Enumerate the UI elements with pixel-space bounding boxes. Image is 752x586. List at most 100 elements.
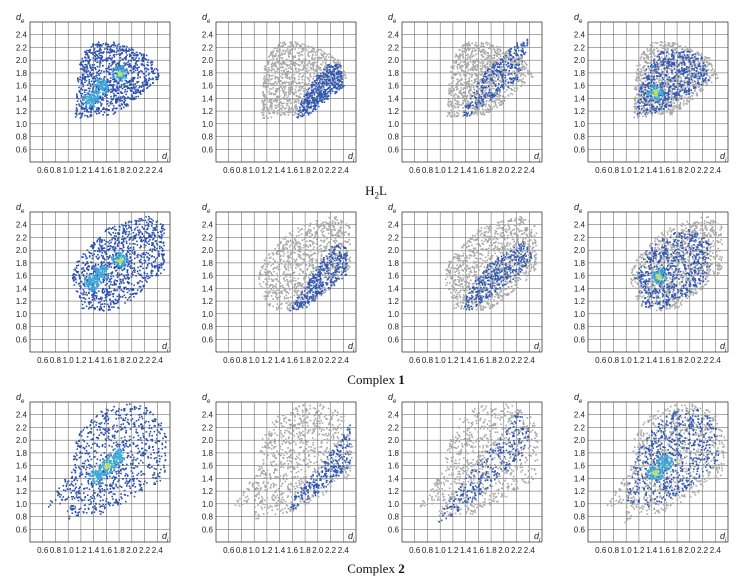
y-tick-label: 1.6 — [202, 82, 214, 91]
x-tick-label: 1.0 — [63, 546, 75, 555]
x-tick-label: 1.4 — [274, 546, 286, 555]
y-tick-label: 2.2 — [388, 43, 400, 52]
y-tick-label: 1.8 — [202, 449, 214, 458]
x-tick-label: 2.0 — [126, 546, 138, 555]
x-tick-label: 2.4 — [338, 356, 350, 365]
x-tick-label: 1.2 — [447, 166, 459, 175]
x-tick-label: 1.6 — [659, 546, 671, 555]
x-tick-label: 1.8 — [672, 356, 684, 365]
x-tick-label: 1.8 — [300, 356, 312, 365]
x-tick-label: 1.0 — [621, 356, 633, 365]
y-tick-label: 1.6 — [574, 462, 586, 471]
y-tick-label: 2.2 — [16, 43, 28, 52]
x-tick-label: 1.6 — [287, 356, 299, 365]
y-tick-label: 1.0 — [388, 500, 400, 509]
y-tick-label: 2.2 — [202, 43, 214, 52]
x-tick-label: 1.0 — [435, 546, 447, 555]
y-axis-subscript: e — [207, 19, 211, 25]
x-tick-label: 2.0 — [312, 356, 324, 365]
x-tick-label: 1.4 — [460, 356, 472, 365]
y-tick-label: 0.8 — [202, 133, 214, 142]
y-tick-label: 1.6 — [574, 272, 586, 281]
y-tick-label: 0.8 — [16, 513, 28, 522]
x-tick-label: 0.6 — [223, 546, 235, 555]
x-tick-label: 1.4 — [646, 356, 658, 365]
y-tick-label: 0.6 — [202, 335, 214, 344]
y-axis-subscript: e — [207, 399, 211, 405]
x-tick-label: 1.2 — [447, 546, 459, 555]
x-tick-label: 0.8 — [422, 356, 434, 365]
x-tick-label: 1.6 — [287, 166, 299, 175]
row-caption-complex-2: Complex 2 — [0, 561, 752, 577]
surface-points — [420, 404, 539, 523]
x-tick-label: 2.0 — [498, 166, 510, 175]
x-tick-label: 1.4 — [460, 166, 472, 175]
x-tick-label: 1.4 — [460, 546, 472, 555]
x-tick-label: 1.6 — [101, 166, 113, 175]
y-tick-label: 0.6 — [16, 335, 28, 344]
x-tick-label: 0.8 — [236, 546, 248, 555]
y-tick-label: 2.0 — [388, 56, 400, 65]
x-tick-label: 2.0 — [126, 166, 138, 175]
y-tick-label: 1.8 — [574, 449, 586, 458]
y-tick-label: 1.0 — [202, 500, 214, 509]
caption-text: Complex — [347, 561, 398, 576]
x-tick-label: 1.2 — [75, 546, 87, 555]
x-tick-label: 0.8 — [236, 166, 248, 175]
y-axis-subscript: e — [579, 399, 583, 405]
y-tick-label: 1.8 — [16, 449, 28, 458]
y-axis-subscript: e — [393, 209, 397, 215]
x-tick-label: 1.2 — [633, 166, 645, 175]
y-tick-label: 1.0 — [16, 310, 28, 319]
y-tick-label: 1.4 — [388, 474, 400, 483]
y-tick-label: 0.8 — [574, 133, 586, 142]
y-axis-subscript: e — [579, 209, 583, 215]
x-tick-label: 1.0 — [63, 166, 75, 175]
y-tick-label: 2.2 — [202, 233, 214, 242]
x-tick-label: 0.6 — [409, 546, 421, 555]
y-tick-label: 1.2 — [16, 487, 28, 496]
y-tick-label: 1.8 — [16, 259, 28, 268]
x-tick-label: 1.4 — [88, 546, 100, 555]
x-tick-label: 2.4 — [152, 356, 164, 365]
x-tick-label: 1.6 — [473, 166, 485, 175]
surface-points — [607, 404, 726, 524]
x-tick-label: 1.8 — [114, 166, 126, 175]
x-tick-label: 2.4 — [524, 356, 536, 365]
y-tick-label: 0.8 — [388, 513, 400, 522]
x-tick-label: 2.4 — [152, 546, 164, 555]
y-tick-label: 0.8 — [202, 323, 214, 332]
y-axis-subscript: e — [21, 19, 25, 25]
grid-lines — [402, 212, 542, 352]
x-axis-subscript: i — [167, 538, 169, 544]
x-tick-label: 0.8 — [236, 356, 248, 365]
y-tick-label: 0.8 — [16, 133, 28, 142]
surface-points — [447, 39, 534, 118]
x-tick-label: 0.6 — [409, 166, 421, 175]
x-tick-label: 1.6 — [101, 356, 113, 365]
x-tick-label: 1.8 — [486, 166, 498, 175]
y-tick-label: 1.2 — [574, 487, 586, 496]
y-tick-label: 0.6 — [388, 525, 400, 534]
y-tick-label: 1.2 — [202, 487, 214, 496]
y-tick-label: 1.6 — [388, 82, 400, 91]
x-tick-label: 1.6 — [473, 546, 485, 555]
x-tick-label: 1.0 — [435, 356, 447, 365]
y-tick-label: 1.0 — [202, 120, 214, 129]
y-tick-label: 1.8 — [388, 259, 400, 268]
x-tick-label: 1.8 — [486, 546, 498, 555]
x-tick-label: 1.8 — [672, 546, 684, 555]
y-tick-label: 0.6 — [202, 525, 214, 534]
x-tick-label: 0.8 — [50, 546, 62, 555]
y-tick-label: 0.6 — [574, 335, 586, 344]
x-tick-label: 0.6 — [37, 546, 49, 555]
y-tick-label: 2.2 — [388, 423, 400, 432]
x-tick-label: 2.4 — [338, 166, 350, 175]
y-tick-label: 1.6 — [388, 272, 400, 281]
x-tick-label: 2.4 — [710, 356, 722, 365]
